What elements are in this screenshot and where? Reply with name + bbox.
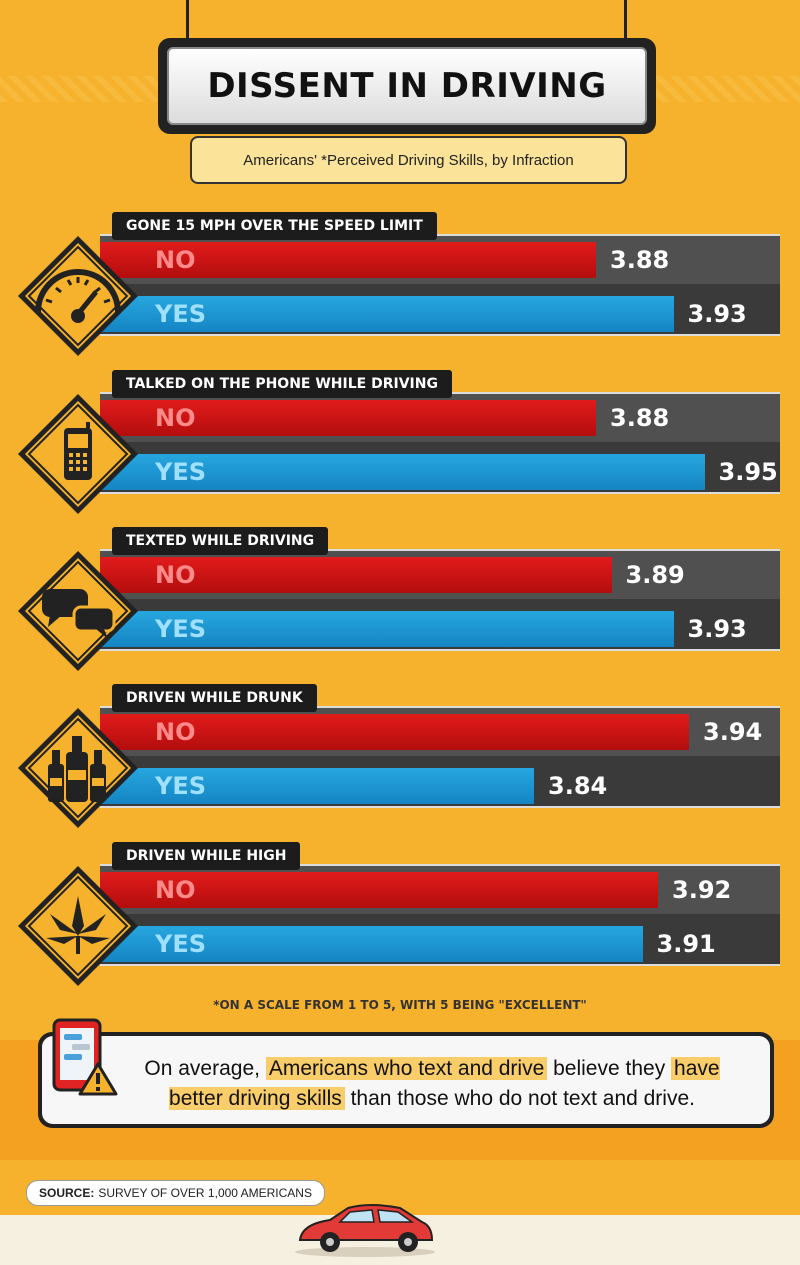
sign-hanger-right: [624, 0, 627, 52]
sign-hanger-left: [186, 0, 189, 52]
chart-group: DRIVEN WHILE HIGH NO 3.92 YES 3.91: [0, 842, 800, 992]
bar-no: [100, 400, 596, 436]
page-title: DISSENT IN DRIVING: [207, 66, 607, 106]
category-label: GONE 15 MPH OVER THE SPEED LIMIT: [112, 212, 437, 240]
series-label: NO: [155, 404, 196, 432]
row-divider: [100, 864, 780, 866]
category-label: TALKED ON THE PHONE WHILE DRIVING: [112, 370, 452, 398]
data-label: 3.88: [610, 404, 670, 432]
bar-yes: [100, 611, 674, 647]
callout-highlight: Americans who text and drive: [265, 1057, 548, 1080]
series-label: YES: [155, 772, 207, 800]
bar-yes: [100, 454, 705, 490]
bar-no: [100, 714, 689, 750]
cannabis-leaf-icon: [18, 866, 138, 986]
category-label: TEXTED WHILE DRIVING: [112, 527, 329, 555]
series-label: YES: [155, 615, 207, 643]
callout-fragment: believe they: [547, 1057, 672, 1080]
callout-box: On average, Americans who text and drive…: [38, 1018, 774, 1128]
car-illustration: [295, 1204, 435, 1257]
series-label: YES: [155, 458, 207, 486]
series-label: NO: [155, 876, 196, 904]
row-divider: [100, 492, 780, 494]
title-sign: DISSENT IN DRIVING: [158, 38, 656, 134]
row-divider: [100, 806, 780, 808]
bar-yes: [100, 296, 674, 332]
bar-yes: [100, 768, 534, 804]
callout-text: On average, Americans who text and drive…: [122, 1054, 742, 1114]
row-divider: [100, 334, 780, 336]
series-label: YES: [155, 300, 207, 328]
row-divider: [100, 649, 780, 651]
source-label: SOURCE:: [39, 1186, 95, 1200]
series-label: NO: [155, 561, 196, 589]
row-divider: [100, 706, 780, 708]
callout-fragment: than those who do not text and drive.: [344, 1087, 695, 1110]
phone-icon: [18, 394, 138, 514]
chart-group: TEXTED WHILE DRIVING NO 3.89 YES 3.93: [0, 527, 800, 677]
data-label: 3.93: [687, 615, 747, 643]
row-divider: [100, 234, 780, 236]
source-text: SURVEY OF OVER 1,000 AMERICANS: [98, 1186, 312, 1200]
bar-yes: [100, 926, 643, 962]
data-label: 3.93: [687, 300, 747, 328]
chart-group: GONE 15 MPH OVER THE SPEED LIMIT NO 3.88 YE…: [0, 212, 800, 362]
data-label: 3.95: [718, 458, 778, 486]
speech-bubbles-icon: [18, 551, 138, 671]
chart-footnote: *ON A SCALE FROM 1 TO 5, WITH 5 BEING "E…: [213, 998, 587, 1012]
category-label: DRIVEN WHILE HIGH: [112, 842, 301, 870]
bar-no: [100, 242, 596, 278]
bar-no: [100, 872, 658, 908]
phone-warning-icon: [52, 1018, 118, 1096]
speedometer-icon: [18, 236, 138, 356]
series-label: NO: [155, 718, 196, 746]
chart-group: TALKED ON THE PHONE WHILE DRIVING NO 3.88 Y…: [0, 370, 800, 520]
data-label: 3.88: [610, 246, 670, 274]
data-label: 3.84: [548, 772, 608, 800]
series-label: NO: [155, 246, 196, 274]
chart-subtitle: Americans' *Perceived Driving Skills, by…: [190, 136, 627, 184]
data-label: 3.94: [703, 718, 763, 746]
chart-group: DRIVEN WHILE DRUNK NO 3.94 YES 3.84: [0, 684, 800, 834]
category-label: DRIVEN WHILE DRUNK: [112, 684, 317, 712]
data-label: 3.89: [625, 561, 685, 589]
series-label: YES: [155, 930, 207, 958]
source-pill: SOURCE: SURVEY OF OVER 1,000 AMERICANS: [26, 1180, 325, 1206]
row-divider: [100, 964, 780, 966]
data-label: 3.92: [672, 876, 732, 904]
row-divider: [100, 549, 780, 551]
callout-fragment: On average,: [144, 1057, 266, 1080]
data-label: 3.91: [656, 930, 716, 958]
bottles-icon: [18, 708, 138, 828]
bar-no: [100, 557, 612, 593]
